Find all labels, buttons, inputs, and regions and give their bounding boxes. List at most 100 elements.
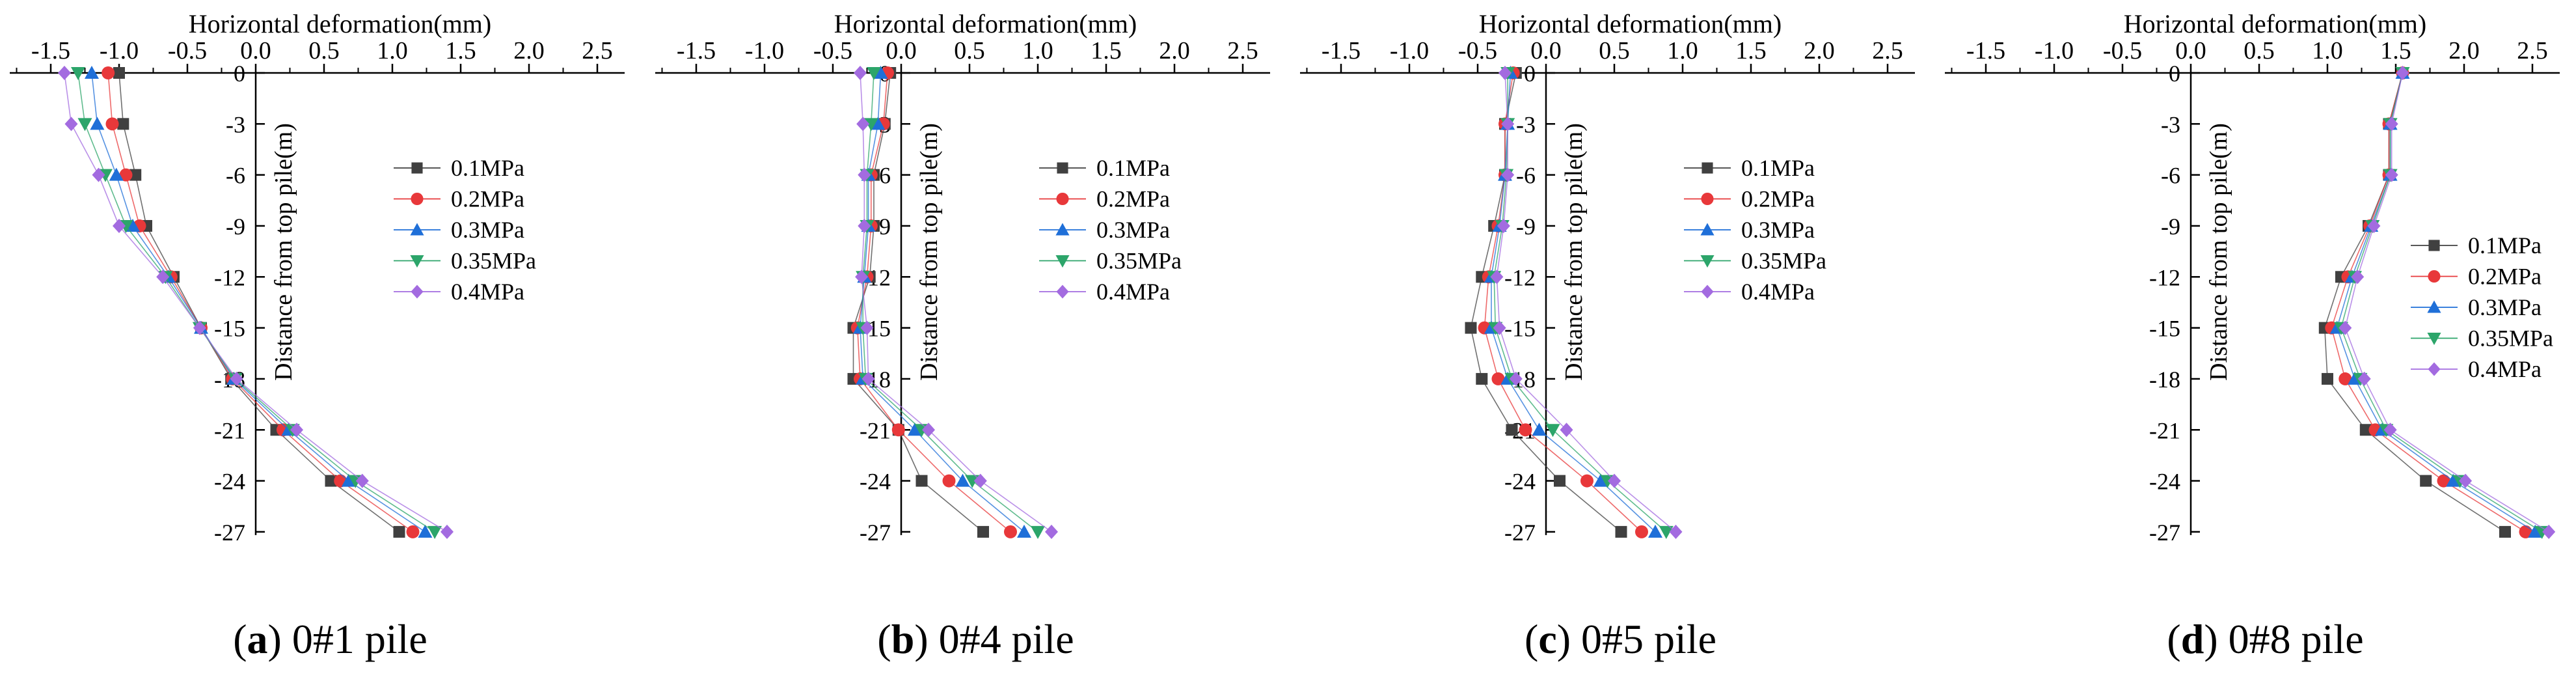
- legend-marker: [1057, 162, 1068, 174]
- data-point: [1045, 524, 1058, 539]
- data-point: [2437, 474, 2450, 488]
- legend-marker: [1701, 192, 1714, 206]
- data-point: [858, 167, 871, 182]
- x-tick-label: 2.5: [1872, 37, 1903, 64]
- legend-label: 0.3MPa: [1741, 217, 1815, 243]
- legend-label: 0.3MPa: [451, 217, 524, 243]
- data-point: [863, 118, 878, 132]
- data-point: [418, 524, 433, 538]
- legend-marker: [411, 162, 423, 174]
- legend-label: 0.2MPa: [1096, 186, 1170, 212]
- data-point: [2420, 475, 2432, 487]
- data-point: [109, 167, 124, 181]
- series-line: [1484, 72, 1642, 533]
- data-point: [77, 118, 92, 132]
- x-tick-label: -1.5: [1322, 37, 1361, 64]
- legend-label: 0.4MPa: [2468, 356, 2542, 382]
- y-tick-label: -12: [1504, 264, 1536, 290]
- y-tick-label: -21: [2149, 417, 2180, 443]
- x-tick-label: 2.0: [513, 37, 545, 64]
- data-point: [867, 67, 881, 80]
- series-line: [862, 72, 1038, 533]
- x-tick-label: 0.5: [308, 37, 340, 64]
- data-point: [1615, 525, 1627, 538]
- data-point: [406, 525, 420, 538]
- x-tick-label: -0.5: [168, 37, 207, 64]
- data-point: [113, 218, 126, 233]
- legend-label: 0.3MPa: [2468, 294, 2542, 320]
- x-tick-label: -1.5: [1966, 37, 2005, 64]
- data-point: [2446, 473, 2461, 487]
- panel-caption: (c) 0#5 pile: [1525, 616, 1716, 662]
- legend-marker: [1702, 162, 1713, 174]
- x-tick-label: -1.0: [1390, 37, 1429, 64]
- x-axis-title: Horizontal deformation(mm): [834, 9, 1137, 38]
- x-tick-label: 1.0: [2312, 37, 2343, 64]
- data-point: [1031, 525, 1045, 539]
- data-point: [973, 473, 987, 488]
- data-point: [856, 117, 870, 132]
- series-line: [1491, 72, 1656, 533]
- x-tick-label: 0.0: [1530, 37, 1562, 64]
- x-tick-label: 0.0: [2175, 37, 2206, 64]
- y-tick-label: -12: [214, 264, 245, 290]
- data-point: [861, 371, 875, 386]
- x-tick-label: 1.5: [1735, 37, 1767, 64]
- legend-marker: [1056, 192, 1069, 206]
- y-tick-label: 0: [2169, 61, 2180, 87]
- data-point: [2385, 167, 2398, 182]
- data-point: [1669, 524, 1683, 539]
- legend-marker: [2428, 270, 2441, 283]
- legend-label: 0.4MPa: [451, 279, 524, 305]
- series-line: [77, 72, 435, 533]
- data-point: [290, 423, 303, 438]
- data-point: [2519, 525, 2532, 538]
- legend-marker: [2427, 332, 2441, 346]
- legend-marker: [1055, 223, 1070, 236]
- data-point: [2459, 473, 2473, 488]
- panel-caption: (a) 0#1 pile: [233, 616, 427, 662]
- legend-marker: [411, 192, 424, 206]
- series-line: [64, 72, 448, 533]
- data-point: [193, 320, 206, 335]
- x-tick-label: 2.0: [1159, 37, 1190, 64]
- y-tick-label: -21: [860, 417, 891, 443]
- x-tick-label: -0.5: [1458, 37, 1497, 64]
- data-point: [441, 524, 454, 539]
- data-point: [2359, 424, 2372, 436]
- y-axis-title: Distance from top pile(m): [270, 123, 297, 381]
- data-point: [1519, 423, 1532, 437]
- x-tick-label: 1.5: [2380, 37, 2411, 64]
- y-axis-title: Distance from top pile(m): [2205, 123, 2232, 381]
- y-tick-label: -18: [2149, 367, 2180, 393]
- data-point: [858, 218, 871, 233]
- data-point: [113, 67, 125, 79]
- x-tick-label: 2.5: [2517, 37, 2548, 64]
- data-point: [1017, 524, 1031, 538]
- data-point: [355, 473, 369, 488]
- data-point: [977, 525, 989, 538]
- data-point: [1476, 372, 1488, 385]
- legend-marker: [1700, 255, 1715, 268]
- data-point: [1554, 475, 1566, 487]
- data-point: [117, 118, 129, 130]
- x-tick-label: -1.0: [745, 37, 784, 64]
- data-point: [1490, 270, 1504, 285]
- data-point: [1004, 525, 1017, 538]
- panel-caption: (b) 0#4 pile: [877, 616, 1074, 662]
- data-point: [1659, 525, 1674, 539]
- panel-c: Horizontal deformation(mm) -1.5 -1.0 -0.5 0.…: [1300, 9, 1915, 662]
- legend-label: 0.1MPa: [451, 155, 524, 181]
- y-tick-label: 0: [234, 61, 245, 87]
- x-tick-label: -0.5: [813, 37, 852, 64]
- data-point: [1498, 66, 1512, 80]
- data-point: [2383, 423, 2397, 438]
- legend-label: 0.2MPa: [451, 186, 524, 212]
- legend-label: 0.4MPa: [1741, 279, 1815, 305]
- panel-caption: (d) 0#8 pile: [2167, 616, 2363, 662]
- y-axis-title: Distance from top pile(m): [915, 123, 943, 381]
- y-tick-label: -24: [2149, 469, 2180, 495]
- series-line: [91, 72, 426, 533]
- data-point: [1608, 473, 1621, 488]
- data-point: [85, 66, 99, 79]
